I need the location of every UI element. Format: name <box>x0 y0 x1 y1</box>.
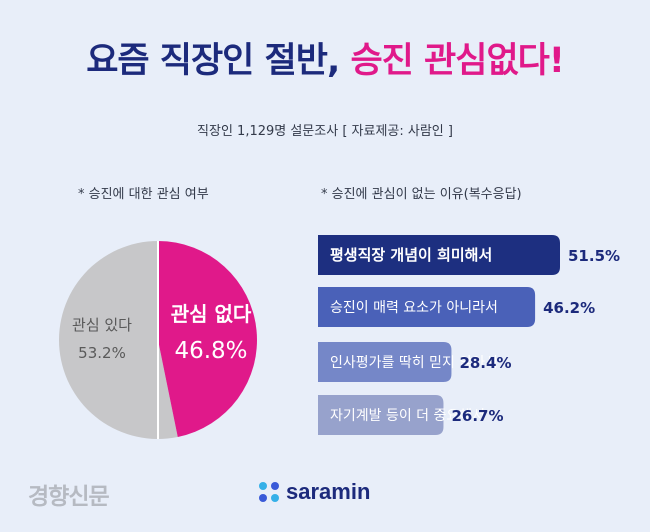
bar-value-label-2: 46.2% <box>543 299 595 317</box>
bar-value-label-3: 28.4% <box>459 354 511 372</box>
pie-value-interested: 53.2% <box>78 344 126 362</box>
bar-category-label-3: 인사평가를 딱히 믿지 않아서 <box>330 355 498 371</box>
bar-chart: 평생직장 개념이 희미해서 51.5% 승진이 매력 요소가 아니라서 46.2% 인사… <box>318 235 620 435</box>
pie-slice-not-interested <box>158 241 257 438</box>
page-title: 요즘 직장인 절반, 승진 관심없다! <box>0 32 650 83</box>
bar-category-label-4: 자기계발 등이 더 중요해서 <box>330 408 485 424</box>
saramin-dots-icon <box>259 482 279 502</box>
bar-category-label-1: 평생직장 개념이 희미해서 <box>330 246 492 264</box>
pie-chart-title: * 승진에 대한 관심 여부 <box>78 187 209 202</box>
pie-slice-interested <box>58 241 178 439</box>
saramin-logo: saramin <box>258 479 370 505</box>
pie-label-not-interested: 관심 없다 <box>171 302 252 326</box>
title-part-2: 승진 관심없다! <box>350 41 564 81</box>
bar-2 <box>318 287 536 327</box>
bar-category-label-2: 승진이 매력 요소가 아니라서 <box>330 300 498 316</box>
bar-value-label-1: 51.5% <box>568 247 620 265</box>
bar-4 <box>318 395 444 435</box>
saramin-wordmark: saramin <box>286 479 371 504</box>
pie-value-not-interested: 46.8% <box>174 338 247 364</box>
bar-1 <box>318 235 560 275</box>
title-part-1: 요즘 직장인 절반, <box>86 41 340 81</box>
bar-value-label-4: 26.7% <box>451 407 503 425</box>
bar-chart-title: * 승진에 관심이 없는 이유(복수응답) <box>321 187 522 202</box>
pie-label-interested: 관심 있다 <box>72 316 132 334</box>
survey-subtitle: 직장인 1,129명 설문조사 [ 자료제공: 사람인 ] <box>197 124 453 139</box>
pie-chart: 관심 있다 53.2% 관심 없다 46.8% <box>58 241 257 439</box>
bar-3 <box>318 342 452 382</box>
publisher-logo: 경향신문 <box>28 483 110 510</box>
